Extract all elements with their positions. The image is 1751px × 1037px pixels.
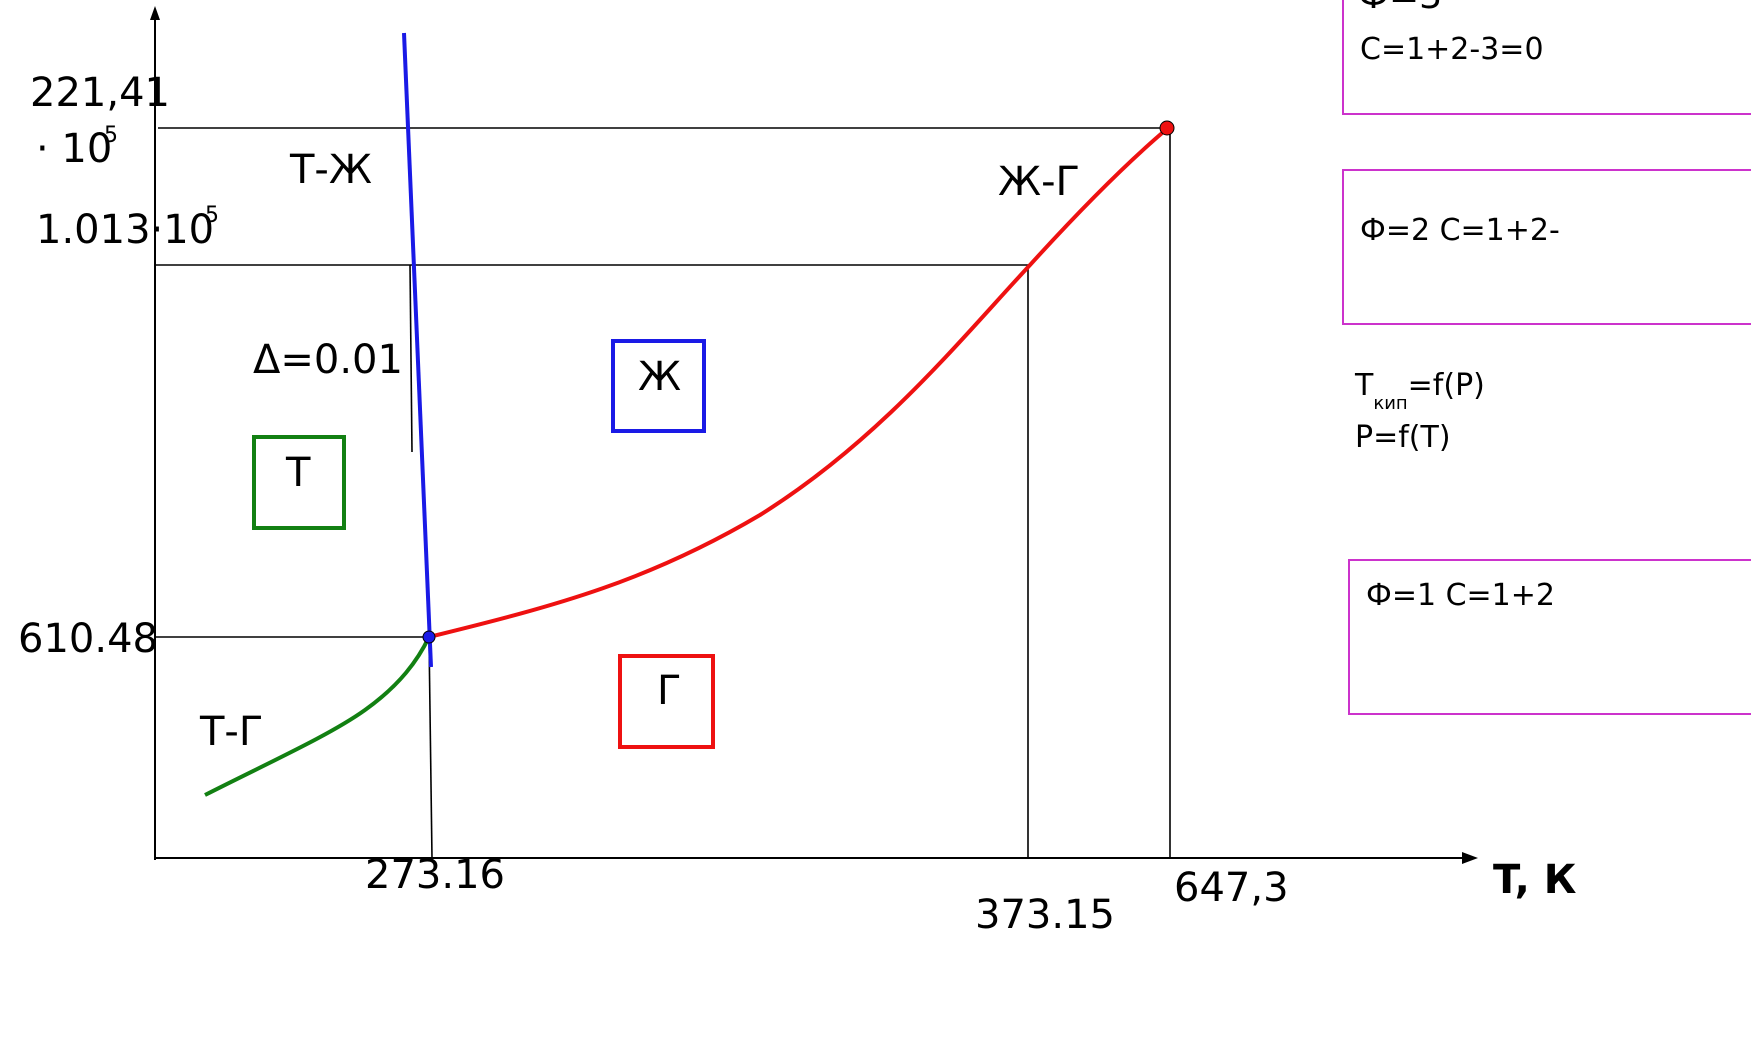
formula-t-main: Т xyxy=(1354,368,1374,403)
solid-liquid-label: Т-Ж xyxy=(289,147,372,193)
solid-region-box xyxy=(252,435,346,530)
info-box-one-phase-text: Ф=1 С=1+2 xyxy=(1366,578,1555,613)
atm-pressure-exponent: 5 xyxy=(205,203,219,228)
solid-gas-label: Т-Г xyxy=(199,709,263,755)
critical-pressure-multiplier: · 10 xyxy=(36,126,112,172)
liquid-region-box xyxy=(611,339,706,433)
gas-region-box xyxy=(618,654,715,749)
triple-pressure-value: 610.48 xyxy=(18,616,158,662)
formula-boiling-temperature: Ткип=f(P) xyxy=(1354,368,1485,414)
solid-liquid-curve xyxy=(402,32,433,668)
formula-pressure: P=f(T) xyxy=(1355,420,1451,455)
info-box-one-phase xyxy=(1348,559,1751,715)
formula-t-sub: кип xyxy=(1373,393,1407,414)
critical-pressure-value: 221,41 xyxy=(30,70,170,116)
gas-region-label: Г xyxy=(657,668,681,714)
liquid-region-label: Ж xyxy=(638,354,681,400)
liquid-gas-label: Ж-Г xyxy=(998,159,1080,205)
critical-pressure-exponent: 5 xyxy=(104,123,118,148)
delta-annotation: Δ=0.01 xyxy=(253,337,403,383)
solid-gas-curve xyxy=(204,636,431,797)
info-box-three-phase xyxy=(1342,0,1751,115)
triple-temperature-guide xyxy=(428,636,433,859)
info-box-three-phase-line1: Ф=3 xyxy=(1358,0,1442,17)
info-box-three-phase-line2: С=1+2-3=0 xyxy=(1360,32,1544,67)
critical-temperature-value: 647,3 xyxy=(1174,865,1289,911)
atm-pressure-value: 1.013·10 xyxy=(36,207,214,253)
solid-region-label: Т xyxy=(285,450,311,496)
info-box-two-phase xyxy=(1342,169,1751,325)
liquid-gas-curve xyxy=(428,126,1170,639)
triple-point-marker xyxy=(422,630,436,644)
boiling-temperature-value: 373.15 xyxy=(975,892,1115,938)
triple-temperature-value: 273.16 xyxy=(365,852,505,898)
y-axis-arrow xyxy=(150,6,160,20)
x-axis-title: T, К xyxy=(1493,857,1577,903)
delta-guide xyxy=(409,264,413,453)
formula-t-rest: =f(P) xyxy=(1408,368,1485,403)
critical-point-marker xyxy=(1159,120,1175,136)
x-axis-arrow xyxy=(1462,852,1478,864)
info-box-two-phase-text: Ф=2 С=1+2- xyxy=(1360,213,1560,248)
